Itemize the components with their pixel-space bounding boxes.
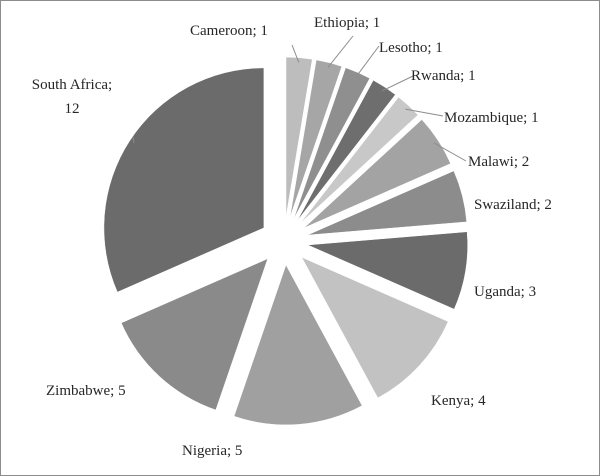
slice-label-lesotho: Lesotho; 1 xyxy=(379,40,443,56)
slice-rwanda xyxy=(296,79,396,222)
slice-label-swaziland: Swaziland; 2 xyxy=(474,197,552,213)
slice-lesotho xyxy=(293,67,371,220)
slice-malawi xyxy=(303,119,451,229)
leader-line-ethiopia xyxy=(327,35,354,68)
slice-zimbabwe xyxy=(120,258,269,411)
slice-label-rwanda: Rwanda; 1 xyxy=(411,68,476,84)
leader-line-rwanda xyxy=(381,75,414,92)
slice-swaziland xyxy=(307,170,467,236)
slice-label-uganda: Uganda; 3 xyxy=(474,284,536,300)
slice-label-malawi: Malawi; 2 xyxy=(468,154,529,170)
slice-label-south-africa: South Africa; 12 xyxy=(32,77,112,117)
leader-line-cameroon xyxy=(291,44,300,63)
slice-label-kenya: Kenya; 4 xyxy=(431,393,486,409)
slice-cameroon xyxy=(285,56,313,218)
slice-mozambique xyxy=(300,96,419,224)
slice-label-mozambique: Mozambique; 1 xyxy=(444,110,539,126)
slice-label-nigeria: Nigeria; 5 xyxy=(182,443,242,459)
slice-label-cameroon: Cameroon; 1 xyxy=(190,23,268,39)
leader-line-lesotho xyxy=(355,45,380,78)
leader-line-south-africa xyxy=(132,136,135,144)
leader-line-mozambique xyxy=(405,108,444,117)
slice-label-ethiopia: Ethiopia; 1 xyxy=(314,15,380,31)
leader-line-malawi xyxy=(433,142,467,162)
slice-south-africa xyxy=(103,67,265,293)
slice-uganda xyxy=(307,231,468,310)
slice-label-zimbabwe: Zimbabwe; 5 xyxy=(46,383,126,399)
slice-ethiopia xyxy=(289,59,343,218)
slice-nigeria xyxy=(233,264,363,426)
slice-kenya xyxy=(301,256,449,399)
